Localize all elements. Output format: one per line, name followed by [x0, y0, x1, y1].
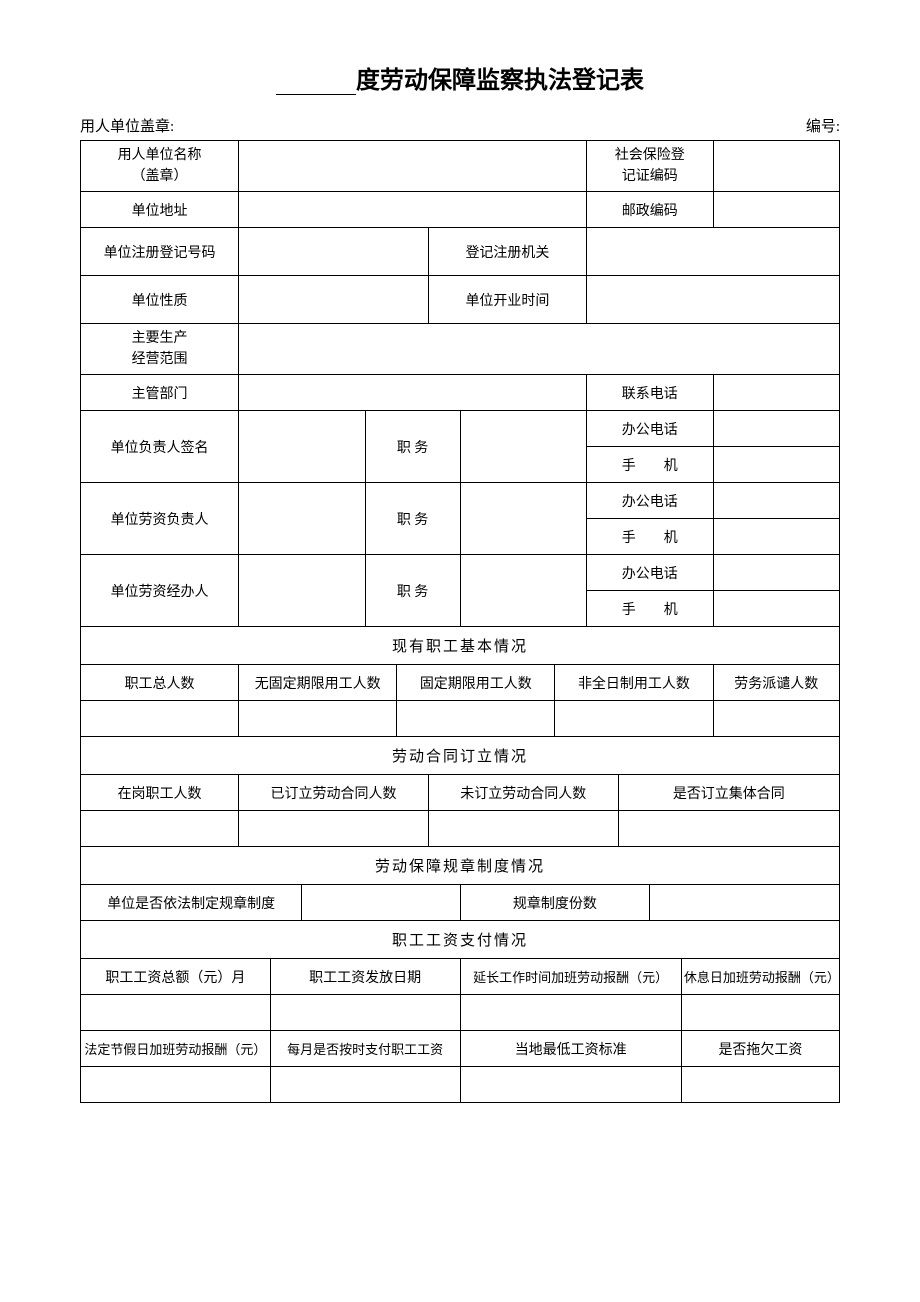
field-collective[interactable] — [618, 811, 839, 847]
label-labor-head-position: 职 务 — [365, 483, 460, 555]
field-labor-head-position[interactable] — [460, 483, 587, 555]
label-local-min-wage: 当地最低工资标准 — [460, 1031, 681, 1067]
section-rules: 劳动保障规章制度情况 — [81, 847, 840, 885]
field-labor-head-mobile[interactable] — [713, 519, 840, 555]
label-collective: 是否订立集体合同 — [618, 775, 839, 811]
label-wage-total: 职工工资总额（元）月 — [81, 959, 271, 995]
field-nature[interactable] — [239, 276, 429, 324]
field-open-date[interactable] — [587, 276, 840, 324]
field-contact-phone[interactable] — [713, 375, 840, 411]
label-reg-number: 单位注册登记号码 — [81, 228, 239, 276]
label-on-duty: 在岗职工人数 — [81, 775, 239, 811]
field-address[interactable] — [239, 192, 587, 228]
field-employer-name[interactable] — [239, 141, 587, 192]
field-labor-handler-office-phone[interactable] — [713, 555, 840, 591]
label-employer-name: 用人单位名称（盖章） — [81, 141, 239, 192]
field-restday-pay[interactable] — [681, 995, 839, 1031]
field-wage-arrears[interactable] — [681, 1067, 839, 1103]
field-labor-handler[interactable] — [239, 555, 366, 627]
field-labor-handler-position[interactable] — [460, 555, 587, 627]
field-wage-total[interactable] — [81, 995, 271, 1031]
form-table: 用人单位名称（盖章） 社会保险登记证编码 单位地址 邮政编码 单位注册登记号码 … — [80, 140, 840, 1103]
label-labor-handler: 单位劳资经办人 — [81, 555, 239, 627]
label-rules-count: 规章制度份数 — [460, 885, 650, 921]
label-monthly-timely: 每月是否按时支付职工工资 — [270, 1031, 460, 1067]
label-has-rules: 单位是否依法制定规章制度 — [81, 885, 302, 921]
label-postal: 邮政编码 — [587, 192, 714, 228]
label-address: 单位地址 — [81, 192, 239, 228]
label-unsigned: 未订立劳动合同人数 — [428, 775, 618, 811]
label-part-time: 非全日制用工人数 — [555, 665, 713, 701]
section-wage: 职工工资支付情况 — [81, 921, 840, 959]
field-signed[interactable] — [239, 811, 429, 847]
label-holiday-pay: 法定节假日加班劳动报酬（元） — [81, 1031, 271, 1067]
label-restday-pay: 休息日加班劳动报酬（元） — [681, 959, 839, 995]
field-on-duty[interactable] — [81, 811, 239, 847]
field-head-mobile[interactable] — [713, 447, 840, 483]
label-head-office-phone: 办公电话 — [587, 411, 714, 447]
label-wage-date: 职工工资发放日期 — [270, 959, 460, 995]
label-reg-authority: 登记注册机关 — [428, 228, 586, 276]
label-dispatch: 劳务派谴人数 — [713, 665, 840, 701]
label-no-fixed: 无固定期限用工人数 — [239, 665, 397, 701]
field-head-office-phone[interactable] — [713, 411, 840, 447]
label-labor-handler-position: 职 务 — [365, 555, 460, 627]
field-total-emp[interactable] — [81, 701, 239, 737]
label-labor-head-mobile: 手 机 — [587, 519, 714, 555]
title-text: 度劳动保障监察执法登记表 — [356, 67, 644, 94]
field-head-signature[interactable] — [239, 411, 366, 483]
label-supervisor: 主管部门 — [81, 375, 239, 411]
field-reg-authority[interactable] — [587, 228, 840, 276]
header-row: 用人单位盖章: 编号: — [80, 115, 840, 136]
field-unsigned[interactable] — [428, 811, 618, 847]
label-nature: 单位性质 — [81, 276, 239, 324]
field-social-insurance[interactable] — [713, 141, 840, 192]
label-labor-head-office-phone: 办公电话 — [587, 483, 714, 519]
field-labor-head-office-phone[interactable] — [713, 483, 840, 519]
field-reg-number[interactable] — [239, 228, 429, 276]
label-labor-handler-office-phone: 办公电话 — [587, 555, 714, 591]
label-labor-head: 单位劳资负责人 — [81, 483, 239, 555]
label-signed: 已订立劳动合同人数 — [239, 775, 429, 811]
label-wage-arrears: 是否拖欠工资 — [681, 1031, 839, 1067]
field-has-rules[interactable] — [302, 885, 460, 921]
label-total-emp: 职工总人数 — [81, 665, 239, 701]
field-holiday-pay[interactable] — [81, 1067, 271, 1103]
label-head-position: 职 务 — [365, 411, 460, 483]
field-rules-count[interactable] — [650, 885, 840, 921]
field-fixed-term[interactable] — [397, 701, 555, 737]
field-scope[interactable] — [239, 324, 840, 375]
label-labor-handler-mobile: 手 机 — [587, 591, 714, 627]
field-postal[interactable] — [713, 192, 840, 228]
field-extended-pay[interactable] — [460, 995, 681, 1031]
label-social-insurance: 社会保险登记证编码 — [587, 141, 714, 192]
label-fixed-term: 固定期限用工人数 — [397, 665, 555, 701]
label-contact-phone: 联系电话 — [587, 375, 714, 411]
title-blank — [276, 94, 356, 95]
label-open-date: 单位开业时间 — [428, 276, 586, 324]
field-monthly-timely[interactable] — [270, 1067, 460, 1103]
header-right: 编号: — [806, 115, 840, 136]
field-labor-head[interactable] — [239, 483, 366, 555]
header-left: 用人单位盖章: — [80, 115, 174, 136]
page-title: 度劳动保障监察执法登记表 — [80, 60, 840, 95]
label-head-signature: 单位负责人签名 — [81, 411, 239, 483]
field-head-position[interactable] — [460, 411, 587, 483]
field-part-time[interactable] — [555, 701, 713, 737]
label-extended-pay: 延长工作时间加班劳动报酬（元） — [460, 959, 681, 995]
section-basic: 现有职工基本情况 — [81, 627, 840, 665]
field-supervisor[interactable] — [239, 375, 587, 411]
field-local-min-wage[interactable] — [460, 1067, 681, 1103]
field-no-fixed[interactable] — [239, 701, 397, 737]
label-head-mobile: 手 机 — [587, 447, 714, 483]
field-labor-handler-mobile[interactable] — [713, 591, 840, 627]
section-contract: 劳动合同订立情况 — [81, 737, 840, 775]
label-scope: 主要生产经营范围 — [81, 324, 239, 375]
field-wage-date[interactable] — [270, 995, 460, 1031]
field-dispatch[interactable] — [713, 701, 840, 737]
